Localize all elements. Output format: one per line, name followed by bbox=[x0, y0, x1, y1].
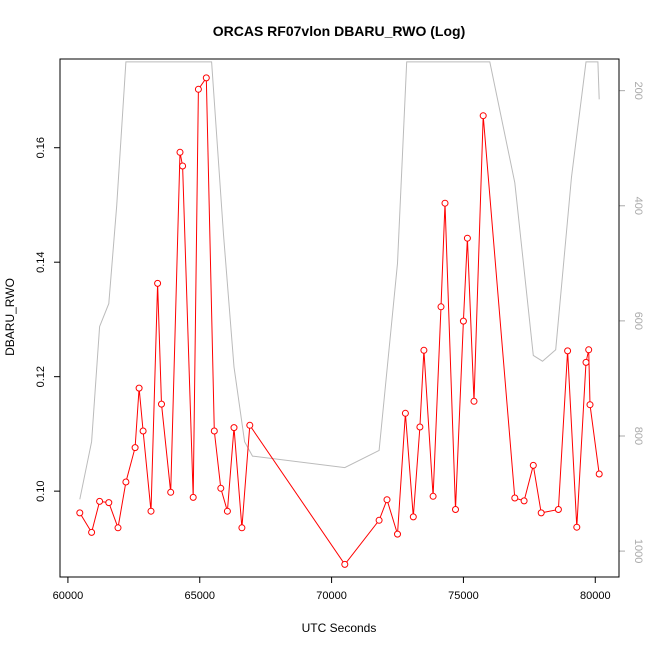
data-point bbox=[573, 523, 581, 531]
data-point bbox=[437, 303, 445, 311]
data-point bbox=[537, 509, 545, 517]
y-tick-label: 0.12 bbox=[35, 366, 47, 387]
data-point bbox=[452, 506, 459, 513]
data-point bbox=[230, 424, 238, 432]
data-point bbox=[341, 560, 349, 568]
data-point bbox=[105, 499, 113, 507]
y-tick-label: 0.14 bbox=[35, 251, 47, 272]
data-point bbox=[582, 358, 590, 366]
x-axis-label: UTC Seconds bbox=[302, 621, 377, 635]
data-point bbox=[194, 85, 202, 93]
data-point bbox=[470, 397, 478, 405]
data-point bbox=[96, 497, 104, 505]
y-tick-label: 0.10 bbox=[35, 480, 47, 501]
x-tick-label: 60000 bbox=[53, 590, 84, 602]
data-point bbox=[554, 506, 562, 513]
chart-title: ORCAS RF07vlon DBARU_RWO (Log) bbox=[213, 23, 466, 39]
right-axis-series bbox=[79, 61, 600, 500]
data-point bbox=[189, 493, 197, 501]
y2-tick-label: 1000 bbox=[632, 539, 644, 563]
data-point bbox=[585, 346, 593, 354]
data-point bbox=[238, 524, 246, 532]
data-point bbox=[564, 347, 572, 355]
data-point bbox=[176, 148, 184, 156]
data-point bbox=[520, 497, 528, 505]
data-point bbox=[167, 488, 175, 496]
y2-tick-label: 200 bbox=[632, 81, 644, 99]
y2-tick-label: 800 bbox=[632, 427, 644, 445]
series-layer bbox=[76, 61, 603, 568]
data-point bbox=[122, 478, 130, 486]
data-point bbox=[76, 509, 84, 517]
data-point bbox=[511, 494, 519, 502]
y-axis-label: DBARU_RWO bbox=[3, 278, 17, 356]
data-point bbox=[88, 528, 96, 536]
data-point bbox=[409, 513, 417, 521]
data-point bbox=[179, 162, 187, 170]
data-point bbox=[401, 409, 409, 417]
data-point bbox=[441, 199, 449, 207]
data-point bbox=[595, 470, 603, 478]
data-point bbox=[202, 74, 210, 82]
data-point bbox=[158, 400, 165, 408]
data-point bbox=[429, 492, 437, 500]
data-point bbox=[147, 507, 155, 515]
y2-tick-label: 400 bbox=[632, 197, 644, 215]
data-point bbox=[210, 427, 218, 435]
right-series-line bbox=[79, 61, 600, 500]
x-tick-label: 70000 bbox=[316, 590, 347, 602]
data-point bbox=[139, 427, 147, 435]
y-tick-label: 0.16 bbox=[35, 137, 47, 158]
x-tick-label: 80000 bbox=[580, 590, 611, 602]
x-tick-label: 75000 bbox=[448, 590, 479, 602]
data-point bbox=[246, 421, 254, 429]
data-point bbox=[529, 461, 537, 469]
data-point bbox=[420, 346, 428, 354]
left-axis-series bbox=[76, 74, 603, 568]
data-point bbox=[479, 112, 487, 120]
y2-tick-label: 600 bbox=[632, 312, 644, 330]
data-point bbox=[217, 484, 225, 492]
plot-frame bbox=[59, 58, 620, 578]
data-point bbox=[416, 423, 424, 431]
data-point bbox=[114, 524, 122, 532]
data-point bbox=[375, 516, 383, 524]
data-point bbox=[394, 530, 401, 538]
data-point bbox=[135, 384, 143, 392]
data-point bbox=[223, 507, 231, 515]
x-tick-label: 65000 bbox=[184, 590, 215, 602]
data-point bbox=[131, 444, 139, 452]
data-point bbox=[586, 401, 594, 409]
data-point bbox=[383, 496, 391, 504]
axes-layer: 60000 65000 70000 75000 80000 0.10 0.12 0.14 0.1… bbox=[35, 81, 644, 602]
data-point bbox=[459, 317, 467, 325]
data-point bbox=[463, 234, 471, 242]
data-point bbox=[154, 279, 162, 287]
